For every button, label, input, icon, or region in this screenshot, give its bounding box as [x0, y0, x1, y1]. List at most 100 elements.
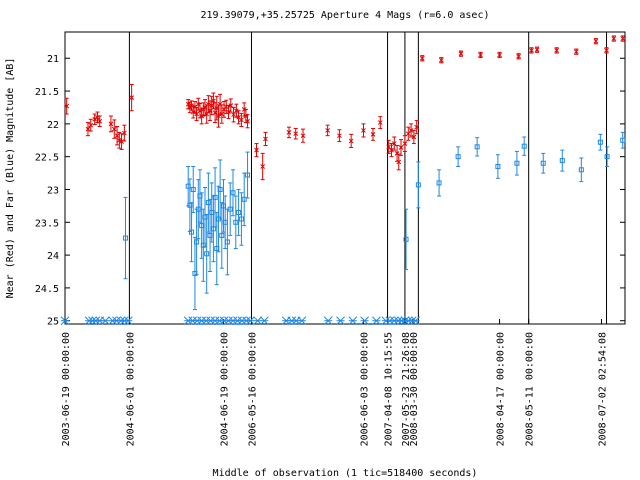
point-marker	[438, 57, 444, 63]
point-marker	[620, 36, 626, 41]
near-point	[195, 97, 201, 111]
point-marker	[192, 104, 198, 110]
far-point	[190, 166, 196, 213]
near-point	[370, 127, 376, 141]
near-point	[361, 123, 366, 138]
near-point	[260, 152, 266, 181]
near-point	[411, 129, 417, 145]
point-marker	[195, 101, 201, 107]
x-tick-label: 2004-06-01 00:00:00	[125, 332, 136, 446]
point-marker	[219, 111, 225, 117]
point-marker	[241, 196, 247, 202]
point-marker	[377, 120, 383, 125]
near-point	[234, 103, 239, 118]
point-marker	[361, 128, 366, 133]
near-point	[122, 124, 127, 142]
point-marker	[64, 103, 70, 109]
near-point	[286, 126, 292, 139]
point-marker	[415, 182, 421, 188]
x-tick-label: 2008-03-30 00:00:00	[409, 332, 420, 446]
near-point	[226, 104, 231, 120]
point-marker	[540, 160, 546, 166]
point-marker	[111, 126, 117, 132]
near-point	[348, 133, 354, 148]
point-marker	[189, 229, 195, 235]
near-point	[408, 123, 414, 138]
vertical-markers	[128, 32, 608, 324]
point-marker	[394, 151, 400, 156]
near-point	[389, 143, 394, 158]
near-point	[573, 48, 579, 55]
far-point	[604, 146, 610, 168]
far-point	[578, 157, 584, 183]
x-tick-label: 2008-07-02 02:54:08	[597, 332, 608, 446]
point-marker	[419, 55, 425, 61]
point-marker	[236, 209, 242, 215]
point-marker	[230, 190, 236, 196]
far-point	[495, 154, 501, 179]
near-point	[516, 53, 521, 60]
near-point	[236, 110, 241, 125]
point-marker	[226, 109, 231, 115]
near-point	[85, 122, 91, 137]
near-point	[231, 106, 236, 123]
point-marker	[204, 251, 210, 257]
point-marker	[108, 121, 114, 127]
far-point	[238, 192, 244, 246]
far-point	[521, 136, 527, 156]
near-point	[119, 133, 124, 150]
x-tick-label: 2007-05-23 21:26:08	[401, 332, 412, 446]
point-marker	[211, 98, 216, 104]
plot-frame	[64, 31, 626, 325]
point-marker	[455, 154, 461, 160]
point-marker	[97, 118, 103, 124]
point-marker	[263, 136, 268, 142]
x-axis: 2003-06-19 00:00:00 2004-06-01 00:00:00 20…	[61, 319, 608, 446]
near-point	[534, 46, 540, 53]
near-point	[228, 98, 234, 113]
y-axis-label: Near (Red) and Far (Blue) Magnitude [AB]	[5, 58, 16, 299]
point-marker	[217, 186, 223, 192]
near-point	[398, 139, 404, 156]
near-point	[97, 115, 103, 127]
point-marker	[88, 122, 94, 128]
far-upper-limits	[60, 316, 420, 326]
point-marker	[194, 239, 200, 245]
point-marker	[554, 48, 560, 53]
far-point	[245, 151, 251, 199]
far-point	[436, 169, 442, 197]
point-marker	[578, 167, 584, 173]
far-point	[540, 152, 546, 174]
point-marker	[293, 131, 299, 137]
near-point	[239, 112, 244, 127]
near-point	[116, 131, 122, 149]
near-point	[64, 97, 70, 115]
y-tick-label: 22	[47, 120, 59, 131]
point-marker	[189, 103, 194, 108]
point-marker	[224, 239, 230, 245]
point-marker	[239, 117, 244, 123]
y-tick-label: 21.5	[35, 87, 59, 98]
near-point	[529, 47, 534, 54]
point-marker	[245, 118, 250, 124]
near-point	[337, 129, 342, 143]
point-marker	[228, 103, 234, 108]
far-limit-point	[372, 316, 381, 326]
y-axis: 21 21.5 22 22.5 23 23.5 24 24.5 25	[35, 54, 625, 328]
point-marker	[474, 144, 480, 150]
point-marker	[116, 137, 122, 143]
far-limit-point	[348, 316, 358, 326]
point-marker	[414, 124, 420, 130]
near-point	[402, 135, 408, 152]
point-marker	[497, 52, 502, 58]
point-marker	[216, 113, 221, 119]
near-point	[497, 51, 502, 59]
point-marker	[300, 133, 306, 139]
x-tick-label: 2008-05-11 00:00:00	[525, 332, 536, 446]
near-point	[111, 119, 117, 139]
far-point	[620, 131, 626, 149]
point-marker	[593, 38, 599, 44]
point-marker	[85, 126, 91, 132]
point-marker	[411, 134, 417, 140]
